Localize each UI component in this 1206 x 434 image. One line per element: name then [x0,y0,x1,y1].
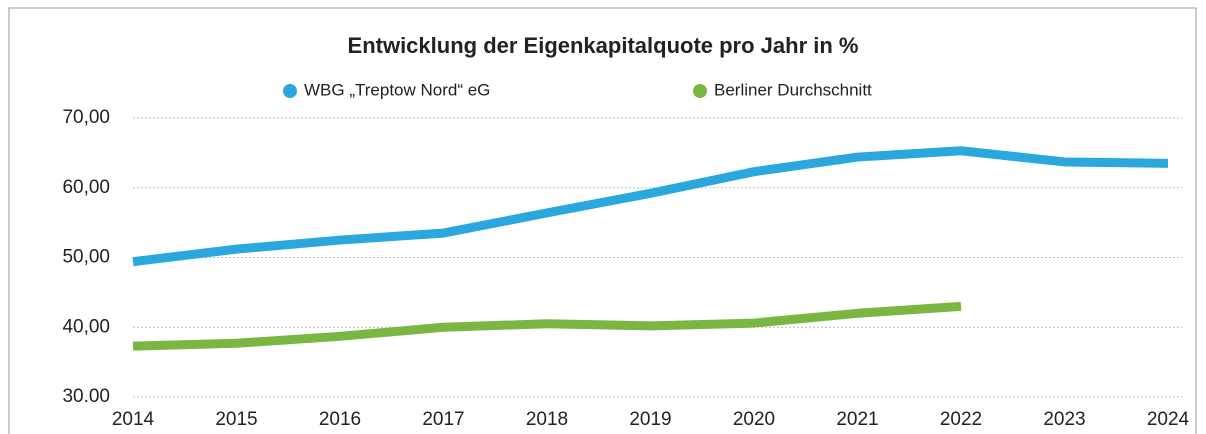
x-tick-label: 2017 [422,409,464,430]
x-tick-label: 2015 [215,409,257,430]
legend-label: WBG „Treptow Nord“ eG [304,80,490,99]
x-tick-label: 2024 [1147,409,1190,430]
x-tick-label: 2022 [940,409,982,430]
y-tick-label: 40,00 [62,316,110,337]
x-tick-label: 2023 [1043,409,1085,430]
chart-title: Entwicklung der Eigenkapitalquote pro Ja… [348,33,859,58]
legend-marker [283,84,297,98]
x-tick-label: 2021 [836,409,878,430]
line [132,146,1169,267]
x-tick-label: 2014 [112,409,155,430]
y-tick-label: 30.00 [62,386,110,407]
frame [8,7,1197,434]
x-tick-label: 2020 [733,409,775,430]
y-tick-label: 60,00 [62,177,110,198]
x-tick-label: 2018 [526,409,568,430]
y-tick-label: 70,00 [62,107,110,128]
y-tick-label: 50,00 [62,247,110,268]
x-tick-label: 2019 [629,409,671,430]
legend-label: Berliner Durchschnitt [714,80,872,99]
line [132,301,962,351]
x-tick-label: 2016 [319,409,361,430]
legend-marker [693,84,707,98]
